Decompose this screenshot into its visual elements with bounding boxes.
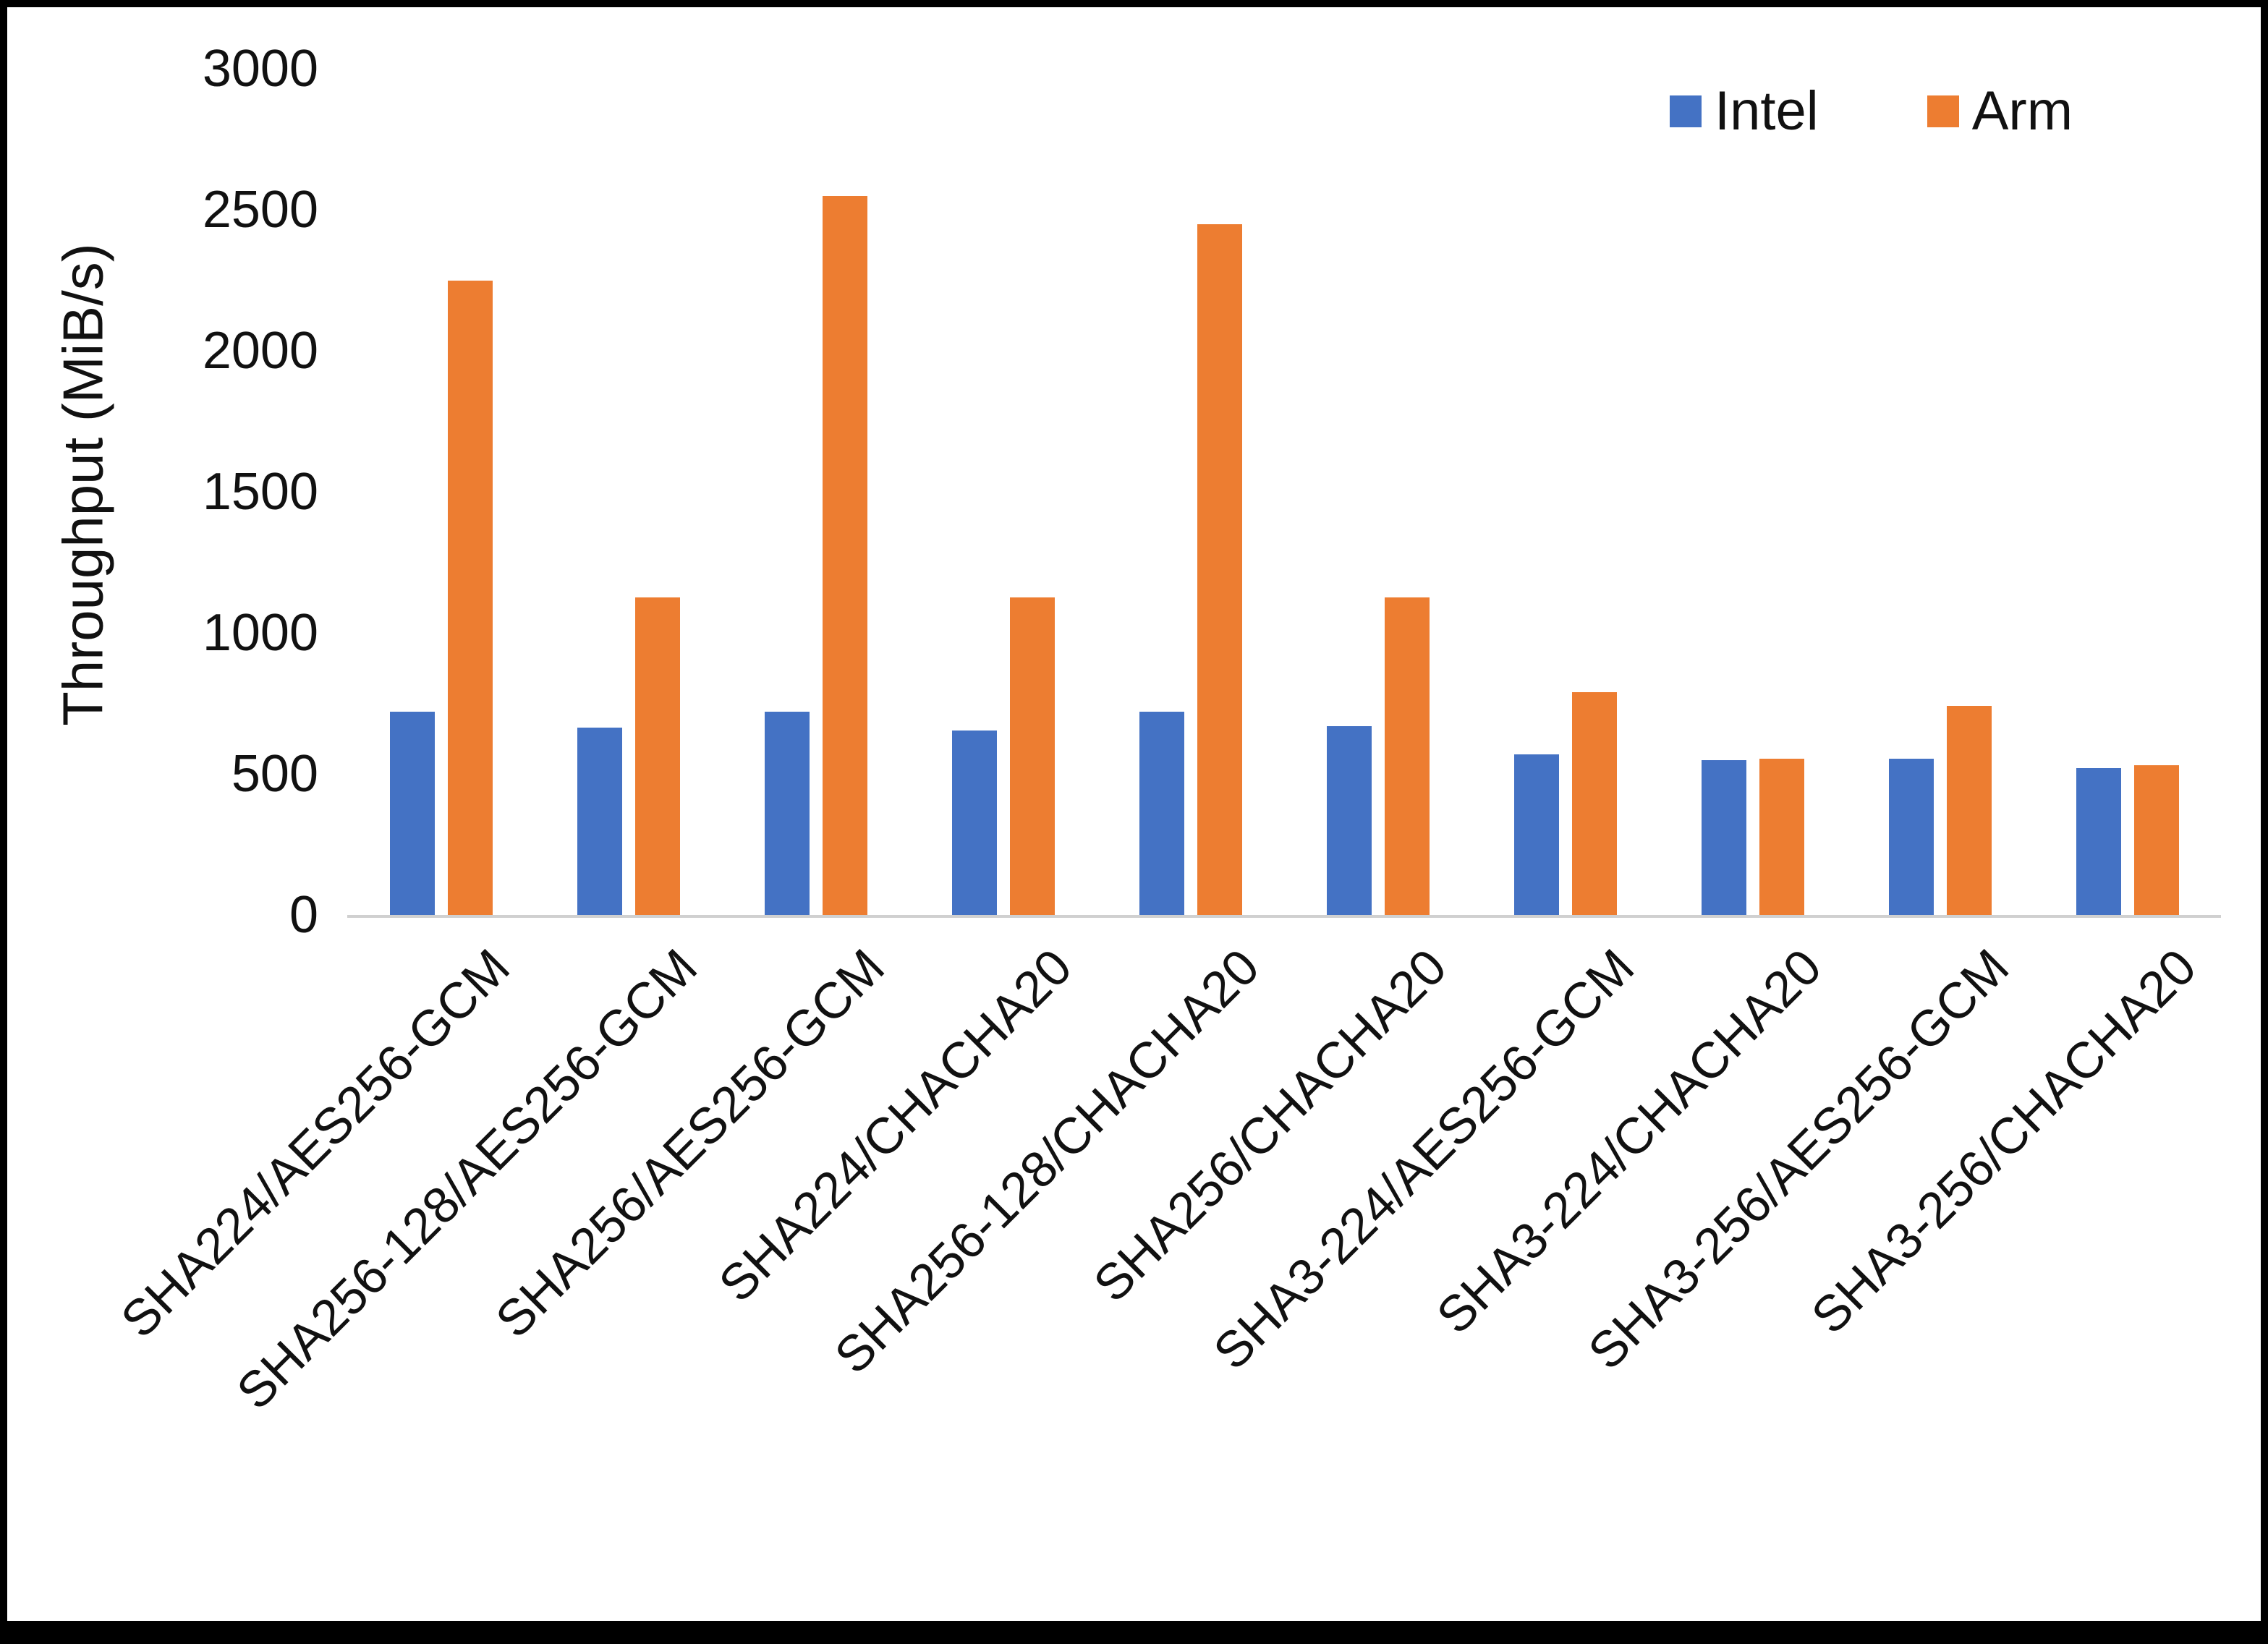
intel-bar bbox=[1701, 759, 1746, 915]
arm-bar bbox=[634, 597, 680, 915]
bar-group bbox=[722, 69, 909, 915]
arm-bar bbox=[1009, 597, 1055, 915]
bar-group bbox=[909, 69, 1097, 915]
intel-bar bbox=[951, 730, 997, 915]
y-tick-label: 1500 bbox=[202, 463, 318, 521]
intel-bar bbox=[1139, 712, 1184, 915]
plot-area: 0 500 1000 1500 2000 2500 3000 bbox=[203, 43, 2221, 941]
bar-group bbox=[1659, 69, 1846, 915]
arm-bar bbox=[1197, 223, 1242, 915]
bar-group bbox=[1284, 69, 1471, 915]
intel-bar bbox=[389, 712, 435, 915]
x-axis-labels: SHA224/AES256-GCM SHA256-128/AES256-GCM SH… bbox=[110, 926, 2221, 1526]
legend-item-intel: Intel bbox=[1670, 80, 1819, 142]
arm-bar bbox=[1759, 758, 1804, 915]
y-tick-label: 1000 bbox=[202, 604, 318, 662]
arm-bar bbox=[1384, 597, 1430, 915]
intel-bar bbox=[2076, 768, 2121, 915]
intel-legend-label: Intel bbox=[1715, 80, 1819, 142]
intel-bar bbox=[764, 712, 810, 915]
intel-bar bbox=[1513, 754, 1559, 915]
y-axis-title: Throughput (MiB/s) bbox=[51, 243, 115, 726]
intel-bar bbox=[1326, 725, 1372, 915]
arm-legend-swatch bbox=[1927, 95, 1959, 127]
y-axis-ticks: 0 500 1000 1500 2000 2500 3000 bbox=[123, 43, 318, 941]
arm-bar bbox=[447, 280, 493, 915]
intel-bar bbox=[1888, 758, 1934, 915]
bar-chart: Throughput (MiB/s) Intel Arm 0 500 1000 150… bbox=[7, 7, 2261, 1621]
bar-group bbox=[347, 69, 535, 915]
legend: Intel Arm bbox=[1670, 80, 2073, 142]
x-label-cell: SHA3-256/CHACHA20 bbox=[1801, 926, 2221, 1526]
intel-legend-swatch bbox=[1670, 95, 1702, 127]
bar-group bbox=[535, 69, 722, 915]
bar-group bbox=[1846, 69, 2034, 915]
bars-container bbox=[347, 69, 2221, 915]
y-tick-label: 0 bbox=[289, 886, 318, 944]
arm-legend-label: Arm bbox=[1971, 80, 2073, 142]
bar-group bbox=[1471, 69, 1659, 915]
bar-group bbox=[2034, 69, 2221, 915]
legend-item-arm: Arm bbox=[1927, 80, 2073, 142]
y-tick-label: 2000 bbox=[202, 322, 318, 380]
arm-bar bbox=[1946, 706, 1992, 915]
bar-group bbox=[1097, 69, 1284, 915]
y-tick-label: 2500 bbox=[202, 181, 318, 239]
arm-bar bbox=[822, 195, 867, 915]
y-tick-label: 500 bbox=[231, 745, 318, 803]
arm-bar bbox=[1571, 691, 1617, 915]
intel-bar bbox=[577, 727, 622, 915]
x-axis-category-label: SHA224/AES256-GCM bbox=[110, 938, 520, 1349]
y-tick-label: 3000 bbox=[202, 40, 318, 98]
arm-bar bbox=[2133, 765, 2179, 915]
